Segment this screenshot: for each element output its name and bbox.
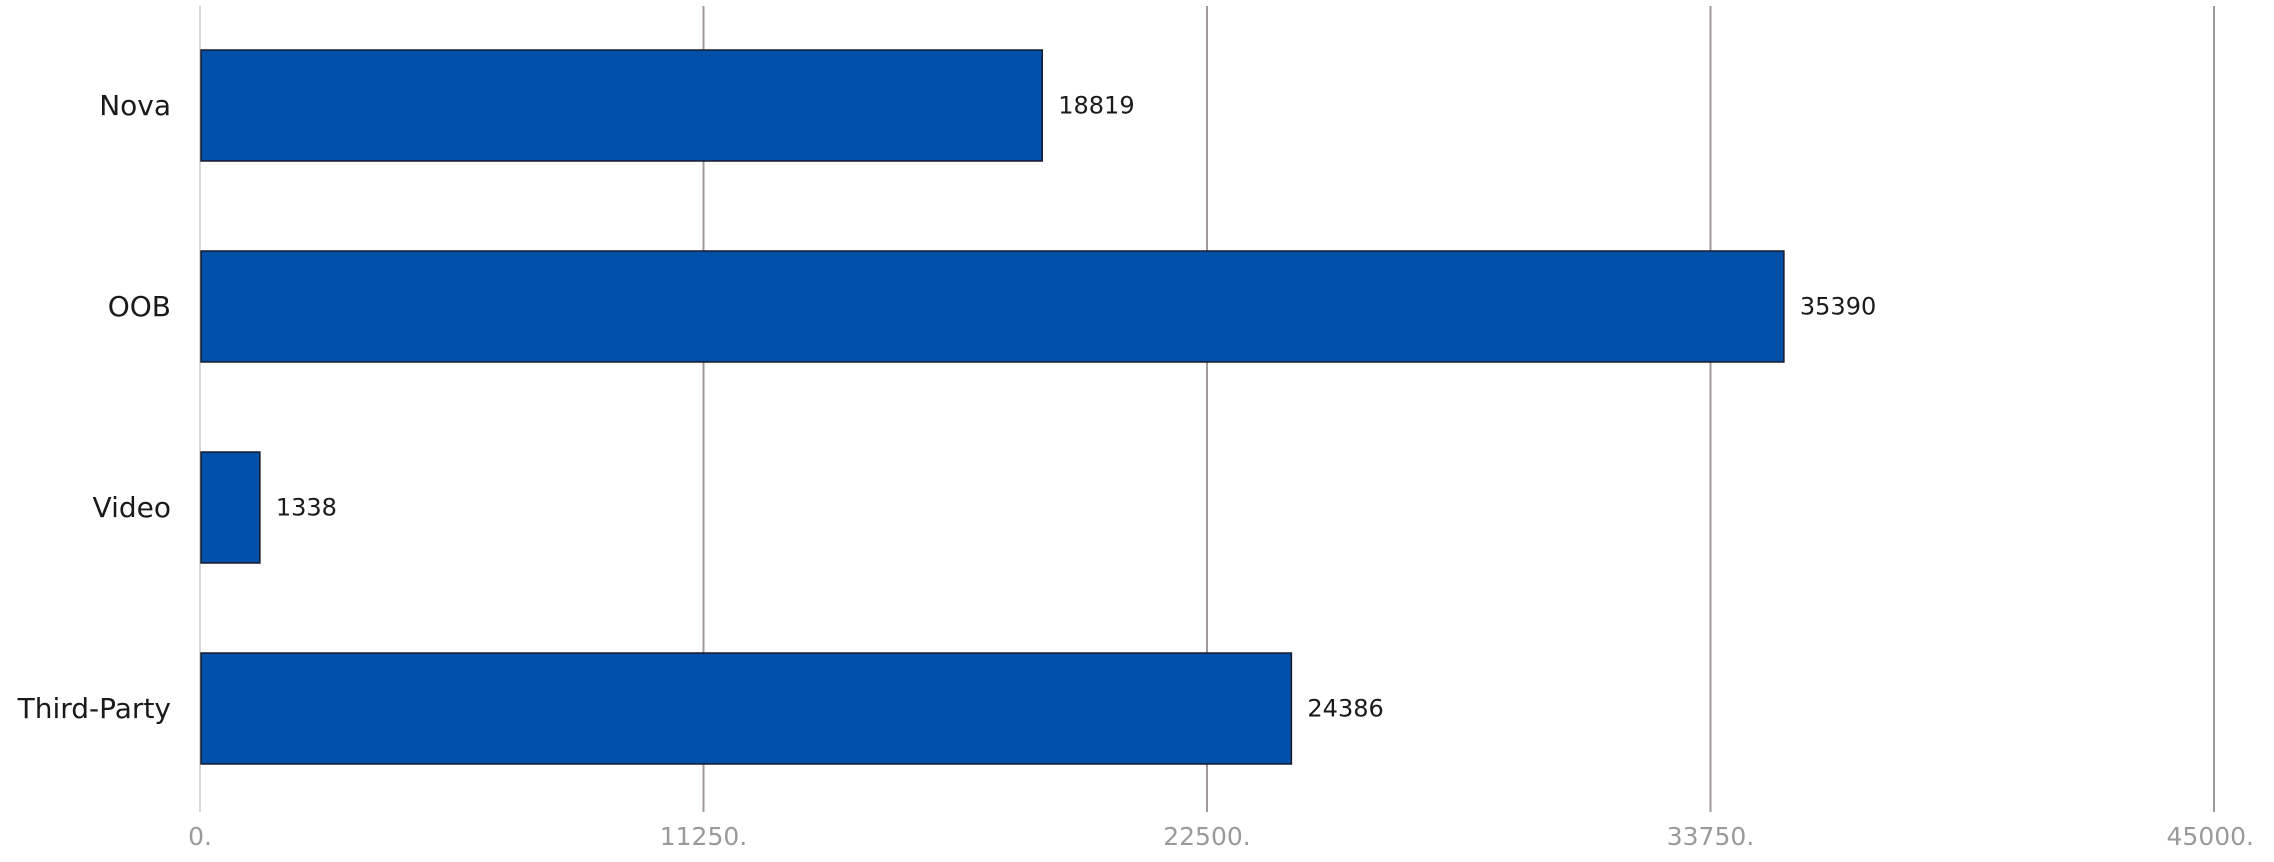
x-tick-label: 0.	[188, 822, 212, 851]
category-label: Third-Party	[17, 692, 171, 725]
bar-video	[200, 451, 261, 564]
x-axis-tick-labels: 0. 11250. 22500. 33750. 45000.	[188, 822, 2254, 851]
data-label: 24386	[1307, 695, 1383, 723]
category-label: OOB	[108, 290, 171, 323]
x-tick-label: 33750.	[1667, 822, 1754, 851]
x-tick-label: 22500.	[1163, 822, 1250, 851]
category-labels: Nova OOB Video Third-Party	[17, 89, 171, 725]
category-label: Nova	[99, 89, 171, 122]
bar-oob	[200, 250, 1785, 363]
bar-nova	[200, 49, 1044, 162]
data-label: 18819	[1058, 92, 1134, 120]
bars	[200, 49, 1785, 765]
data-label: 1338	[276, 494, 337, 522]
category-label: Video	[93, 491, 171, 524]
value-labels: 18819 35390 1338 24386	[276, 92, 1876, 723]
x-tick-label: 11250.	[660, 822, 747, 851]
x-tick-label: 45000.	[2167, 822, 2254, 851]
data-label: 35390	[1800, 293, 1876, 321]
bar-third-party	[200, 652, 1293, 765]
